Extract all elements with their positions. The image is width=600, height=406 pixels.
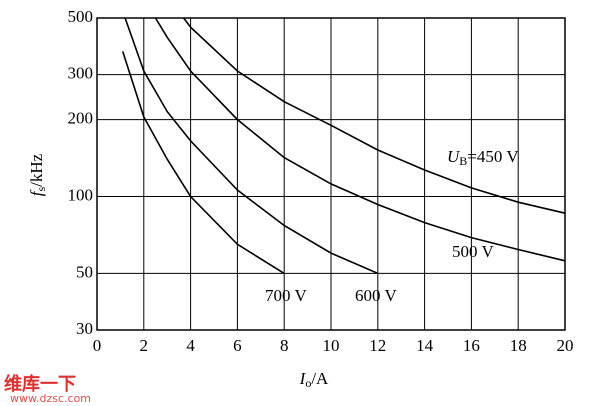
curve-label: 700 V [265, 286, 307, 305]
y-axis-label: fs/kHz [27, 153, 48, 196]
curve [121, 51, 285, 275]
x-tick-label: 8 [280, 336, 289, 355]
x-tick-label: 10 [323, 336, 340, 355]
x-label-main: I [299, 369, 307, 388]
x-label-rest: /A [311, 369, 329, 388]
watermark-url: www.dzsc.com [10, 392, 91, 405]
series-name: 450 V [477, 147, 519, 166]
curve [154, 17, 566, 262]
curve-label: 500 V [452, 242, 494, 261]
x-tick-label: 16 [463, 336, 480, 355]
y-tick-label: 200 [68, 109, 94, 128]
y-tick-label: 500 [68, 7, 94, 26]
x-tick-label: 14 [416, 336, 434, 355]
x-tick-label: 4 [186, 336, 195, 355]
x-tick-label: 6 [233, 336, 242, 355]
label-prefix-sub: B [459, 154, 467, 168]
x-tick-label: 12 [369, 336, 386, 355]
x-tick-label: 20 [557, 336, 574, 355]
x-axis-label: Io/A [299, 369, 329, 390]
x-label-sub: o [305, 376, 311, 390]
label-prefix-rest: = [467, 147, 477, 166]
series-name: 700 V [265, 286, 307, 305]
label-prefix-main: U [447, 147, 461, 166]
plot-frame [96, 17, 566, 331]
x-tick-label: 0 [93, 336, 102, 355]
y-tick-label: 300 [68, 64, 94, 83]
curve [182, 17, 566, 214]
y-label-sub: s [34, 186, 48, 191]
curve [124, 17, 379, 275]
curve-label: 600 V [355, 286, 397, 305]
y-tick-label: 50 [76, 262, 93, 281]
watermark-brand: 维库一下 [4, 373, 76, 395]
x-tick-label: 2 [140, 336, 149, 355]
y-tick-label: 30 [76, 319, 93, 338]
series-name: 600 V [355, 286, 397, 305]
y-tick-label: 100 [68, 185, 94, 204]
x-tick-label: 18 [510, 336, 527, 355]
y-label-rest: /kHz [27, 153, 46, 187]
series-name: 500 V [452, 242, 494, 261]
curve-label: UB=450 V [447, 147, 519, 168]
y-label-main: f [27, 189, 46, 196]
